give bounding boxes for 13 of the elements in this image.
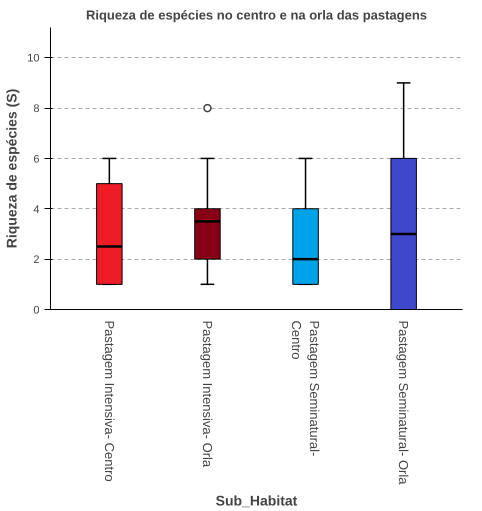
y-tick-label: 8	[33, 103, 40, 116]
y-axis-title: Riqueza de espécies (S)	[3, 88, 20, 248]
x-tick-label: Pastagem Intensiva- Orla	[200, 320, 215, 468]
chart-title: Riqueza de espécies no centro e na orla das pastagens	[86, 8, 428, 22]
y-tick-label: 10	[27, 52, 40, 65]
x-tick-label: Pastagem Seminatural- Centro	[289, 320, 322, 456]
x-tick-label: Pastagem Intensiva- Centro	[102, 320, 117, 482]
y-tick-label: 4	[33, 204, 40, 216]
x-tick-label: Pastagem Seminatural- Orla	[396, 320, 412, 486]
y-tick-label: 0	[33, 304, 40, 316]
y-tick-label: 2	[33, 254, 40, 266]
y-tick-label: 6	[33, 153, 40, 166]
x-axis-title: Sub_Habitat	[216, 492, 298, 509]
